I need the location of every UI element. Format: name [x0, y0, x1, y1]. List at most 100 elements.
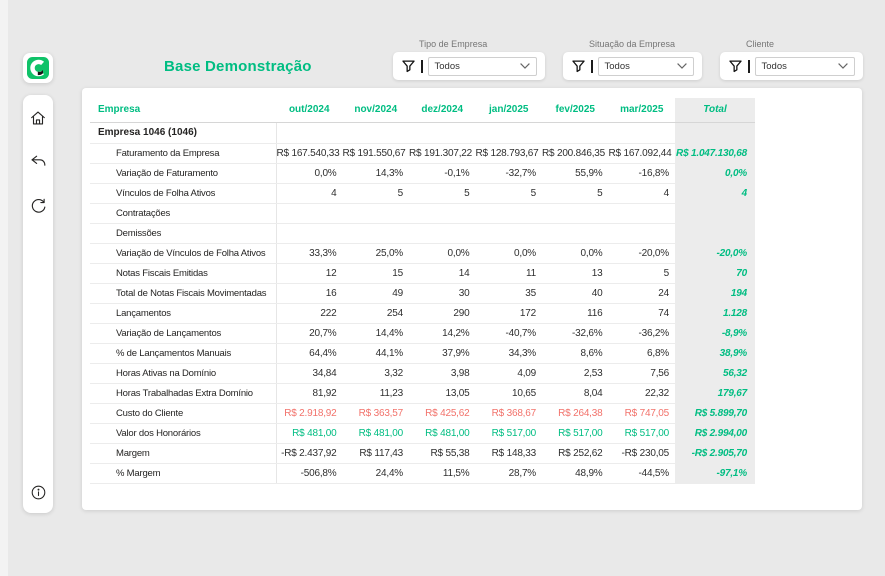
row-label: Margem: [90, 443, 277, 464]
sidebar: [23, 95, 53, 513]
cell-value: 14,4%: [342, 323, 409, 344]
cell-value: R$ 2.918,92: [276, 403, 343, 424]
filter-card: Todos: [720, 52, 863, 80]
column-header-empresa[interactable]: Empresa: [90, 98, 276, 123]
cell-value: 4,09: [475, 363, 542, 384]
cell-value: R$ 191.550,67: [342, 143, 409, 164]
cell-value: -44,5%: [608, 463, 675, 484]
row-label: Total de Notas Fiscais Movimentadas: [90, 283, 277, 304]
cell-value: 0,0%: [276, 163, 343, 184]
table-row[interactable]: Faturamento da Empresa R$ 167.540,33 R$ 19…: [90, 143, 755, 164]
cell-value: R$ 252,62: [542, 443, 609, 464]
refresh-icon: [31, 198, 46, 213]
filter-label: Tipo de Empresa: [419, 39, 488, 49]
table-row[interactable]: Total de Notas Fiscais Movimentadas 16 49 3…: [90, 283, 755, 304]
table-row[interactable]: Variação de Vínculos de Folha Ativos 33,3…: [90, 243, 755, 264]
cell-value: R$ 481,00: [409, 423, 476, 444]
cell-value: 0,0%: [475, 243, 542, 264]
table-row[interactable]: Notas Fiscais Emitidas 12 15 14 11 13 5 70: [90, 263, 755, 284]
company-group-row[interactable]: Empresa 1046 (1046): [90, 122, 755, 144]
refresh-button[interactable]: [29, 197, 47, 215]
cell-value: -36,2%: [608, 323, 675, 344]
cell-value: -R$ 2.437,92: [276, 443, 343, 464]
table-row[interactable]: Horas Trabalhadas Extra Domínio 81,92 11,2…: [90, 383, 755, 404]
dropdown-value: Todos: [604, 60, 630, 72]
cell-value: 81,92: [276, 383, 343, 404]
filter-cliente: Cliente Todos: [720, 39, 863, 80]
cell-value: 2,53: [542, 363, 609, 384]
column-header-month[interactable]: mar/2025: [608, 98, 675, 123]
cell-value: 254: [342, 303, 409, 324]
dropdown-value: Todos: [434, 60, 460, 72]
column-header-month[interactable]: jan/2025: [475, 98, 542, 123]
cell-value: R$ 117,43: [342, 443, 409, 464]
cell-value: 5: [342, 183, 409, 204]
cell-total: 1.128: [675, 303, 755, 324]
column-header-month[interactable]: out/2024: [276, 98, 343, 123]
tipo-de-empresa-dropdown[interactable]: Todos: [427, 56, 537, 76]
cell-value: [342, 223, 409, 244]
row-label: Empresa 1046 (1046): [90, 122, 277, 144]
cell-value: -40,7%: [475, 323, 542, 344]
cell-value: 14,2%: [409, 323, 476, 344]
cell-value: 40: [542, 283, 609, 304]
cell-total: 194: [675, 283, 755, 304]
table-row[interactable]: Valor dos Honorários R$ 481,00 R$ 481,00 R$…: [90, 423, 755, 444]
column-header-month[interactable]: dez/2024: [409, 98, 476, 123]
table-row[interactable]: Contratações: [90, 203, 755, 224]
cell-value: [276, 122, 343, 144]
cell-value: 4: [608, 183, 675, 204]
cell-value: [542, 122, 609, 144]
cell-value: 172: [475, 303, 542, 324]
table-body: Empresa 1046 (1046) Faturamento da Empres…: [90, 122, 755, 484]
cell-total: [675, 223, 755, 244]
cell-total: 0,0%: [675, 163, 755, 184]
cell-value: R$ 368,67: [475, 403, 542, 424]
cell-value: R$ 517,00: [608, 423, 675, 444]
table-row[interactable]: Variação de Faturamento 0,0% 14,3% -0,1% -32…: [90, 163, 755, 184]
table-row[interactable]: % de Lançamentos Manuais 64,4% 44,1% 37,9% 3…: [90, 343, 755, 364]
table-row[interactable]: Vínculos de Folha Ativos 4 5 5 5 5 4 4: [90, 183, 755, 204]
cell-value: R$ 481,00: [276, 423, 343, 444]
table-row[interactable]: Demissões: [90, 223, 755, 244]
cell-value: -0,1%: [409, 163, 476, 184]
info-button[interactable]: [29, 483, 47, 501]
table-row[interactable]: Lançamentos 222 254 290 172 116 74 1.128: [90, 303, 755, 324]
cell-value: [409, 223, 476, 244]
table-row[interactable]: % Margem -506,8% 24,4% 11,5% 28,7% 48,9% -44,5…: [90, 463, 755, 484]
cell-value: 5: [475, 183, 542, 204]
column-header-month[interactable]: fev/2025: [542, 98, 609, 123]
row-label: Variação de Faturamento: [90, 163, 277, 184]
cell-value: 5: [608, 263, 675, 284]
row-label: Horas Trabalhadas Extra Domínio: [90, 383, 277, 404]
cell-value: 116: [542, 303, 609, 324]
cell-value: 34,84: [276, 363, 343, 384]
cell-value: 48,9%: [542, 463, 609, 484]
cell-value: 12: [276, 263, 343, 284]
back-button[interactable]: [29, 153, 47, 171]
data-table: Empresa out/2024 nov/2024 dez/2024 jan/2…: [90, 98, 755, 484]
row-label: % Margem: [90, 463, 277, 484]
home-button[interactable]: [29, 109, 47, 127]
divider: [748, 59, 750, 73]
cell-value: 20,7%: [276, 323, 343, 344]
situacao-da-empresa-dropdown[interactable]: Todos: [597, 56, 694, 76]
cell-value: [409, 122, 476, 144]
app-logo-button[interactable]: [23, 53, 53, 83]
column-header-month[interactable]: nov/2024: [342, 98, 409, 123]
filter-card: Todos: [563, 52, 702, 80]
cell-value: 24: [608, 283, 675, 304]
cell-value: 37,9%: [409, 343, 476, 364]
table-row[interactable]: Horas Ativas na Domínio 34,84 3,32 3,98 4,09…: [90, 363, 755, 384]
cell-value: R$ 191.307,22: [409, 143, 476, 164]
table-row[interactable]: Variação de Lançamentos 20,7% 14,4% 14,2% -4…: [90, 323, 755, 344]
table-row[interactable]: Custo do Cliente R$ 2.918,92 R$ 363,57 R$ 4…: [90, 403, 755, 424]
table-row[interactable]: Margem -R$ 2.437,92 R$ 117,43 R$ 55,38 R$ 14…: [90, 443, 755, 464]
cell-value: -32,7%: [475, 163, 542, 184]
cell-value: 10,65: [475, 383, 542, 404]
funnel-icon: [572, 59, 585, 72]
row-label: Faturamento da Empresa: [90, 143, 277, 164]
cell-value: -506,8%: [276, 463, 343, 484]
cliente-dropdown[interactable]: Todos: [754, 56, 855, 76]
column-header-total[interactable]: Total: [675, 98, 755, 123]
